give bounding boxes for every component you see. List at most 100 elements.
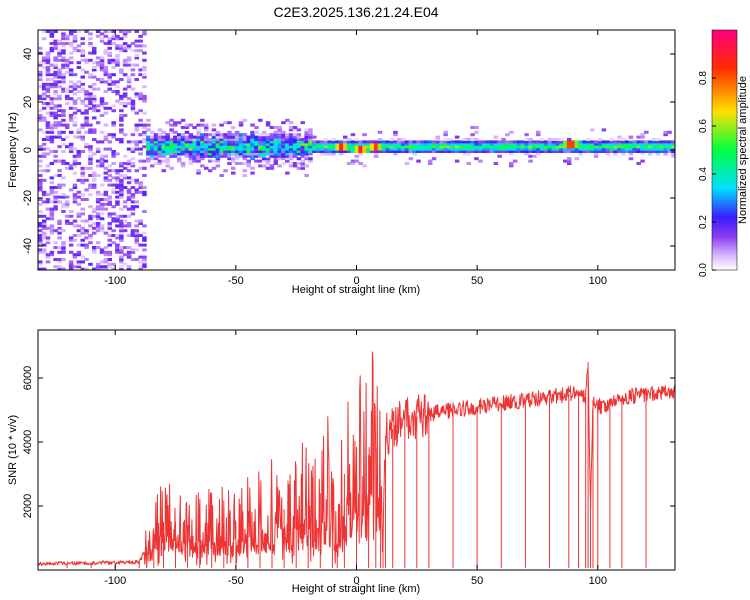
- spectrogram-cell: [53, 56, 58, 60]
- spectrogram-cell: [586, 150, 591, 153]
- spectrogram-cell: [516, 140, 522, 144]
- spectrogram-cell: [99, 56, 105, 60]
- spectrogram-cell: [72, 183, 78, 187]
- spectrogram-cell: [53, 30, 58, 33]
- spectrogram-cell: [667, 150, 672, 153]
- spectrogram-cell: [138, 234, 143, 237]
- spectrogram-cell: [304, 154, 309, 158]
- spectrogram-cell: [427, 140, 433, 144]
- spectrogram-cell: [122, 104, 128, 108]
- spectrogram-cell: [354, 159, 360, 163]
- spectrogram-cell: [122, 176, 128, 180]
- spectrogram-cell: [45, 236, 51, 240]
- spectrogram-cell: [288, 150, 294, 153]
- spectrogram-cell: [68, 250, 74, 254]
- spectrogram-cell: [543, 145, 549, 149]
- spectrogram-cell: [134, 219, 139, 223]
- spectrogram-cell: [648, 142, 653, 146]
- spectrogram-cell: [115, 224, 120, 228]
- spectrogram-cell: [84, 70, 89, 74]
- spectrogram-cell: [138, 181, 143, 185]
- spectrogram-cell: [389, 140, 394, 144]
- spectrogram-cell: [663, 130, 668, 134]
- spectrogram-cell: [177, 138, 182, 141]
- spectrogram-cell: [72, 39, 78, 43]
- spectrogram-cell: [416, 147, 421, 151]
- spectrogram-cell: [258, 145, 263, 149]
- spectrogram-cell: [300, 147, 305, 151]
- spectrogram-cell: [292, 140, 298, 144]
- spectrogram-cell: [76, 260, 82, 264]
- spectrogram-cell: [192, 147, 197, 151]
- spectrogram-cell: [377, 130, 383, 134]
- spectrogram-cell: [219, 123, 224, 127]
- spectrogram-cell: [231, 159, 236, 163]
- spectrogram-cell: [138, 255, 143, 259]
- spectrogram-cell: [200, 123, 205, 127]
- spectrogram-cell: [312, 150, 317, 153]
- spectrogram-cell: [648, 152, 653, 156]
- spectrogram-cell: [57, 109, 62, 113]
- spectrogram-cell: [582, 140, 587, 144]
- spectrogram-cell: [227, 140, 232, 144]
- colorbar-tick-label: 0.4: [698, 167, 709, 181]
- spectrogram-cell: [126, 159, 132, 163]
- spectrogram-cell: [219, 142, 224, 146]
- spectrogram-cell: [72, 106, 78, 110]
- spectrogram-cell: [532, 145, 537, 149]
- spectrogram-cell: [559, 145, 564, 149]
- spectrogram-cell: [157, 140, 163, 144]
- spectrogram-cell: [238, 133, 244, 137]
- spectrogram-cell: [53, 241, 58, 245]
- spectrogram-cell: [103, 154, 109, 158]
- spectrogram-cell: [92, 106, 97, 110]
- spectrogram-cell: [381, 150, 387, 153]
- spectrogram-cell: [404, 142, 410, 146]
- spectrogram-cell: [142, 260, 147, 264]
- spectrogram-cell: [122, 229, 128, 233]
- spectrogram-cell: [38, 250, 43, 254]
- spectrogram-cell: [80, 238, 85, 242]
- spectrogram-cell: [103, 73, 109, 77]
- spectrogram-cell: [265, 135, 271, 139]
- spectrogram-cell: [57, 49, 62, 53]
- spectrogram-cell: [300, 152, 305, 156]
- spectrogram-cell: [261, 159, 267, 163]
- spectrogram-cell: [308, 138, 313, 141]
- spectrogram-cell: [238, 121, 244, 125]
- spectrogram-cell: [161, 152, 166, 156]
- spectrogram-cell: [72, 164, 78, 168]
- spectrogram-cell: [265, 145, 271, 149]
- spectrogram-cell: [84, 30, 89, 33]
- spectrogram-cell: [207, 169, 213, 173]
- spectrogram-cell: [49, 30, 55, 33]
- spectrogram-cell: [119, 102, 124, 105]
- spectrogram-cell: [99, 32, 105, 36]
- spectrogram-cell: [68, 238, 74, 242]
- spectrogram-cell: [68, 51, 74, 55]
- spectrogram-cell: [177, 142, 182, 146]
- spectrogram-cell: [281, 145, 286, 149]
- spectrogram-cell: [412, 147, 417, 151]
- spectrogram-cell: [285, 152, 290, 156]
- spectrogram-cell: [389, 147, 394, 151]
- spectrogram-cell: [551, 145, 556, 149]
- spectrogram-cell: [134, 78, 139, 81]
- spectrogram-cell: [323, 150, 329, 153]
- spectrogram-cell: [566, 157, 572, 161]
- spectrogram-cell: [134, 188, 139, 192]
- spectrogram-cell: [547, 145, 553, 149]
- spectrogram-cell: [501, 147, 506, 151]
- spectrogram-cell: [130, 195, 136, 199]
- spectrogram-cell: [88, 159, 93, 163]
- spectrogram-cell: [80, 255, 85, 259]
- spectrogram-cell: [292, 142, 298, 146]
- spectrogram-cell: [84, 246, 89, 249]
- spectrogram-cell: [474, 142, 479, 146]
- spectrogram-cell: [269, 150, 275, 153]
- spectrogram-cell: [304, 140, 309, 144]
- spectrogram-cell: [76, 250, 82, 254]
- spectrogram-cell: [45, 94, 51, 98]
- spectrogram-cell: [416, 145, 421, 149]
- spectrogram-cell: [111, 152, 116, 156]
